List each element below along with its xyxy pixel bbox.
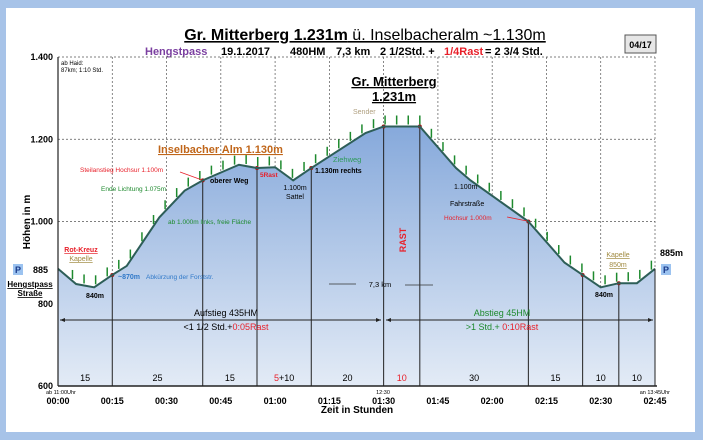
chart-title: Gr. Mitterberg 1.231m ü. Inselbacheralm … bbox=[184, 27, 546, 44]
mid-time: 12:30 bbox=[376, 390, 390, 396]
ab-haid-2: 87km; 1:10 Std. bbox=[61, 68, 103, 74]
start-time: ab 11:00Uhr bbox=[46, 390, 76, 396]
ascent-time: <1 1/2 Std.+0:05Rast bbox=[183, 322, 269, 332]
rotkreuz-label: Rot-Kreuz bbox=[64, 247, 98, 254]
alm-label: Inselbacher Alm 1.130m bbox=[158, 144, 283, 156]
segment-duration: 15 bbox=[80, 373, 90, 383]
start-height: 885 bbox=[33, 265, 48, 275]
distance-label: 7,3 km bbox=[369, 280, 392, 289]
ab-haid: ab Haid: bbox=[61, 61, 84, 67]
low-840: 840m bbox=[86, 293, 104, 300]
axes: 600 800 1.000 1.200 1.400 00:00 00:15 00:30 00:4… bbox=[30, 52, 666, 406]
segment-duration: 25 bbox=[152, 373, 162, 383]
steilanstieg-label: Steilanstieg Hochsur 1.100m bbox=[80, 167, 163, 174]
x-tick-label: 01:15 bbox=[318, 396, 341, 406]
segment-duration: 10 bbox=[596, 373, 606, 383]
y-tick-label: 1.000 bbox=[30, 217, 53, 227]
subtitle: Hengstpass 19.1.2017 480HM 7,3 km 2 1/2S… bbox=[145, 46, 543, 58]
kapelle2-height: 850m bbox=[609, 262, 627, 269]
x-tick-label: 02:00 bbox=[481, 396, 504, 406]
segment-duration: 30 bbox=[469, 373, 479, 383]
start-name: Hengstpass bbox=[145, 46, 207, 58]
profile-line bbox=[57, 125, 656, 289]
ascent-label: Aufstieg 435HM bbox=[194, 308, 258, 318]
tree-icons bbox=[71, 115, 653, 285]
x-tick-label: 02:15 bbox=[535, 396, 558, 406]
y-tick-label: 800 bbox=[38, 299, 53, 309]
x-tick-label: 00:15 bbox=[101, 396, 124, 406]
hengstpass-label: Hengstpass bbox=[7, 280, 53, 289]
parking-icon-end bbox=[661, 264, 671, 275]
links-label: ab 1.000m links, freie Fläche bbox=[168, 219, 251, 226]
end-time: an 13:45Uhr bbox=[640, 390, 670, 396]
x-tick-label: 01:30 bbox=[372, 396, 395, 406]
sattel-height: 1.100m bbox=[283, 185, 307, 192]
end-height: 885m bbox=[660, 248, 683, 258]
segment-duration: 20 bbox=[342, 373, 352, 383]
walk-time: 2 1/2Std. + bbox=[380, 46, 435, 58]
page-badge bbox=[624, 34, 657, 54]
date: 19.1.2017 bbox=[221, 46, 270, 58]
abkuerzung-label: Abkürzung der Forststr. bbox=[146, 274, 214, 281]
kapelle-label: Kapelle bbox=[69, 256, 92, 263]
summit-name: Gr. Mitterberg bbox=[351, 74, 436, 89]
x-tick-label: 01:45 bbox=[426, 396, 449, 406]
x-tick-label: 00:30 bbox=[155, 396, 178, 406]
abkuerzung-height: ~870m bbox=[118, 274, 140, 281]
y-tick-label: 1.400 bbox=[30, 52, 53, 62]
sender-label: Sender bbox=[353, 109, 376, 116]
segment-duration: 15 bbox=[225, 373, 235, 383]
h1100-label: 1.100m bbox=[454, 184, 478, 191]
height-meters: 480HM bbox=[290, 46, 325, 58]
hochsur-label: Hochsur 1.000m bbox=[444, 215, 492, 222]
profile-area bbox=[58, 126, 655, 386]
parking-icon-text: P bbox=[15, 265, 21, 275]
kapelle2-label: Kapelle bbox=[606, 252, 629, 259]
low-840-b: 840m bbox=[595, 292, 613, 299]
parking-icon-end-text: P bbox=[663, 265, 669, 275]
distance: 7,3 km bbox=[336, 46, 370, 58]
strasse-label: Straße bbox=[18, 289, 43, 298]
oberer-weg-label: oberer Weg bbox=[210, 178, 248, 185]
x-tick-label: 01:00 bbox=[264, 396, 287, 406]
sattel-label: Sattel bbox=[286, 194, 304, 201]
parking-icon bbox=[13, 264, 23, 275]
rest-time: 1/4Rast bbox=[444, 46, 483, 58]
y-axis-label: Höhen in m bbox=[22, 195, 33, 250]
y-tick-label: 600 bbox=[38, 381, 53, 391]
summit-height: 1.231m bbox=[372, 89, 416, 104]
rechts-label: 1.130m rechts bbox=[315, 168, 362, 175]
lichtung-label: Ende Lichtung 1.075m bbox=[101, 186, 166, 193]
x-tick-label: 02:30 bbox=[589, 396, 612, 406]
rast-label: RAST bbox=[398, 227, 408, 252]
total-time: = 2 3/4 Std. bbox=[485, 46, 543, 58]
ziehweg-label: Ziehweg bbox=[333, 155, 361, 164]
annotations: ab Haid: 87km; 1:10 Std. Gr. Mitterberg … bbox=[7, 61, 683, 396]
x-tick-label: 00:00 bbox=[46, 396, 69, 406]
segment-labels: 15 25 15 5+10 20 10 30 15 10 10 bbox=[80, 373, 642, 383]
segment-duration: 5+10 bbox=[274, 373, 294, 383]
segment-duration: 10 bbox=[397, 373, 407, 383]
segment-duration: 10 bbox=[632, 373, 642, 383]
descent-time: >1 Std.+ 0:10Rast bbox=[466, 322, 539, 332]
rast5-label: 5Rast bbox=[260, 172, 279, 179]
y-tick-label: 1.200 bbox=[30, 134, 53, 144]
x-axis-label: Zeit in Stunden bbox=[321, 405, 393, 416]
segment-duration: 15 bbox=[550, 373, 560, 383]
x-tick-label: 02:45 bbox=[643, 396, 666, 406]
x-tick-label: 00:45 bbox=[209, 396, 232, 406]
descent-label: Abstieg 45HM bbox=[474, 308, 531, 318]
page-badge-text: 04/17 bbox=[629, 40, 652, 50]
fahrstrasse-label: Fahrstraße bbox=[450, 201, 484, 208]
